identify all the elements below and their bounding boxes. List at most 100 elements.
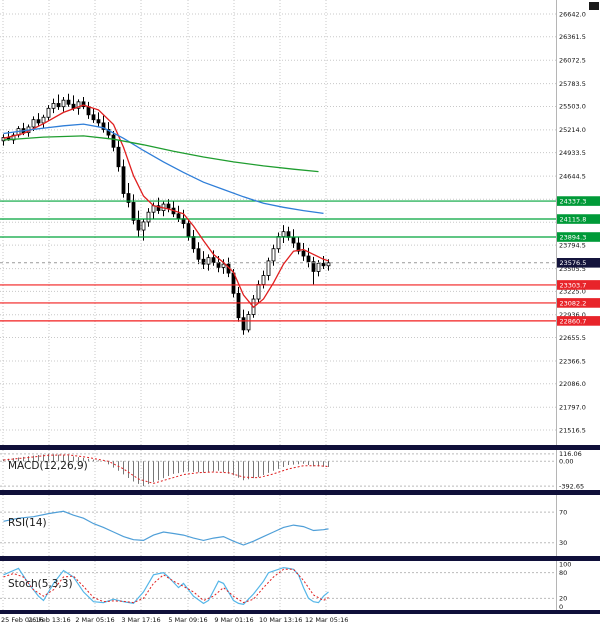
price-tick-label: 30 — [559, 539, 567, 547]
chart-corner-marker — [589, 2, 599, 10]
price-tick-label: 24933.5 — [559, 149, 586, 157]
candle-body — [121, 166, 126, 194]
stoch-k-line — [3, 566, 329, 605]
candle-body — [111, 134, 116, 148]
time-axis-label: 5 Mar 09:16 — [168, 616, 208, 624]
macd-signal-line — [3, 454, 329, 484]
price-tick-label: 22655.5 — [559, 334, 586, 342]
candle-body — [96, 119, 101, 124]
resistance-price-badge[interactable] — [557, 232, 600, 242]
price-tick-label: 0.00 — [559, 458, 573, 466]
candle-body — [261, 275, 266, 285]
candle-body — [101, 122, 106, 130]
rsi-indicator-label: RSI(14) — [8, 517, 47, 529]
price-tick-label: 100 — [559, 560, 571, 568]
support-price-badge[interactable] — [557, 316, 600, 326]
candle-body — [246, 314, 251, 331]
candle-body — [306, 255, 311, 263]
price-tick-label: 22936.0 — [559, 311, 586, 319]
candle-body — [301, 250, 306, 257]
candle-body — [176, 213, 181, 220]
candle-body — [276, 236, 281, 250]
time-axis-label: 12 Mar 05:16 — [305, 616, 349, 624]
support-price-badge-text: 22860.7 — [560, 317, 587, 325]
price-tick-label: 26072.5 — [559, 57, 586, 65]
time-axis-label: 26 Feb 13:16 — [28, 616, 71, 624]
current-price-badge-text: 23576.5 — [560, 259, 587, 267]
candle-body — [151, 205, 156, 213]
candle-body — [136, 219, 141, 231]
candle-body — [256, 284, 261, 300]
candle-body — [51, 103, 56, 109]
candle-body — [46, 107, 51, 118]
candle-body — [66, 99, 71, 105]
candle-body — [141, 221, 146, 231]
resistance-price-badge[interactable] — [557, 196, 600, 206]
current-price-badge[interactable] — [557, 258, 600, 268]
time-axis-label: 2 Mar 05:16 — [75, 616, 115, 624]
panel-separator — [0, 445, 600, 450]
price-axis[interactable]: 26642.0 26361.5 26072.5 25783.5 25503.0 25214… — [557, 10, 600, 611]
time-axis-label: 10 Mar 13:16 — [259, 616, 303, 624]
time-axis-label: 9 Mar 01:16 — [214, 616, 254, 624]
candle-body — [156, 205, 161, 211]
candle-body — [296, 242, 301, 252]
candle-body — [106, 129, 111, 136]
candle-body — [201, 258, 206, 265]
candle-body — [321, 262, 326, 267]
candle-body — [131, 202, 136, 221]
candle-body — [191, 236, 196, 250]
candle-body — [236, 292, 241, 319]
price-tick-label: 23225.0 — [559, 288, 586, 296]
price-tick-label: -392.65 — [559, 482, 584, 490]
candle-body — [326, 262, 331, 267]
price-tick-label: 20 — [559, 595, 567, 603]
candle-body — [91, 114, 96, 121]
price-tick-label: 24644.5 — [559, 172, 586, 180]
resistance-price-badge[interactable] — [557, 214, 600, 224]
ma-slow-green — [3, 135, 319, 173]
price-tick-label: 26642.0 — [559, 10, 586, 18]
candle-body — [271, 248, 276, 262]
resistance-price-badge-text: 24115.8 — [560, 215, 587, 223]
candle-body — [316, 262, 321, 272]
price-tick-label: 22086.0 — [559, 380, 586, 388]
panel-separator — [0, 490, 600, 495]
candle-body — [291, 236, 296, 244]
candle-body — [56, 103, 61, 108]
price-tick-label: 116.06 — [559, 450, 582, 458]
candle-body — [186, 223, 191, 237]
price-tick-label: 25503.0 — [559, 103, 586, 111]
price-tick-label: 21516.5 — [559, 426, 586, 434]
candle-body — [311, 261, 316, 272]
stoch-indicator-label: Stoch(5,3,3) — [8, 578, 73, 590]
price-tick-label: 25214.0 — [559, 126, 586, 134]
ma-mid-blue — [3, 123, 324, 215]
candle-body — [241, 317, 246, 331]
time-axis-label: 25 Feb 01:16 — [1, 616, 44, 624]
ma-fast-red — [3, 104, 329, 309]
candle-body — [11, 134, 16, 141]
panel-separator — [0, 556, 600, 561]
candle-body — [81, 101, 86, 108]
panel-separator — [0, 610, 600, 614]
candle-body — [126, 193, 131, 203]
price-tick-label: 23794.5 — [559, 241, 586, 249]
candle-body — [221, 263, 226, 268]
time-axis-label: 3 Mar 17:16 — [121, 616, 161, 624]
support-price-badge-text: 23303.7 — [560, 281, 587, 289]
candle-body — [281, 231, 286, 237]
support-price-badge-text: 23082.2 — [560, 299, 587, 307]
price-tick-label: 0 — [559, 603, 563, 611]
time-axis[interactable]: 25 Feb 01:16 26 Feb 13:16 2 Mar 05:16 3 Mar… — [0, 612, 600, 631]
candle-body — [1, 137, 6, 142]
candle-body — [76, 101, 81, 109]
candle-body — [61, 99, 66, 108]
price-tick-label: 21797.0 — [559, 404, 586, 412]
support-price-badge[interactable] — [557, 298, 600, 308]
support-price-badge[interactable] — [557, 280, 600, 290]
candle-body — [31, 119, 36, 128]
stoch-d-line — [3, 568, 329, 604]
